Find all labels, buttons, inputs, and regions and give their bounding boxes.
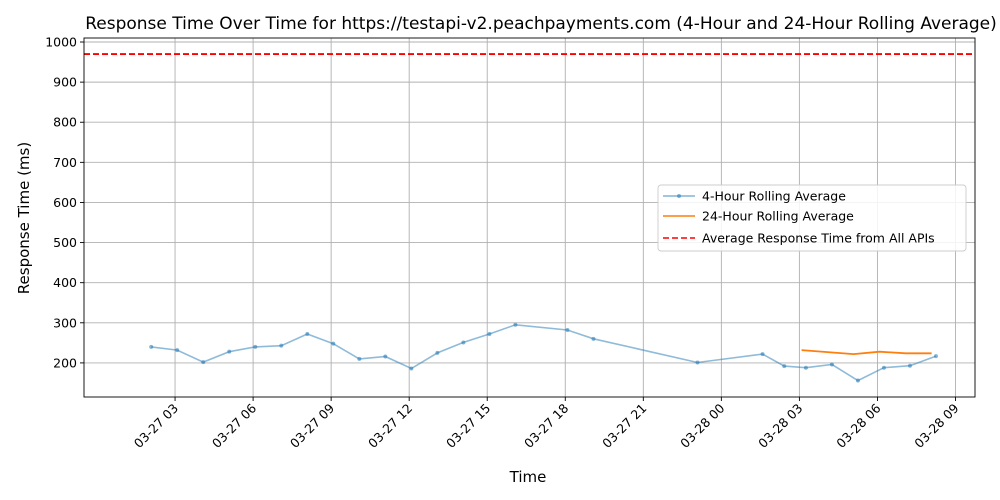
y-tick-label: 200 (53, 355, 77, 370)
y-tick-label: 600 (53, 195, 77, 210)
y-tick-label: 500 (53, 235, 77, 250)
legend: 4-Hour Rolling Average 24-Hour Rolling A… (657, 184, 967, 252)
series-4h-point (907, 363, 912, 368)
legend-label-4h: 4-Hour Rolling Average (702, 189, 846, 204)
y-tick-label: 800 (53, 115, 77, 130)
series-4h-point (175, 348, 180, 353)
series-4h-point (591, 336, 596, 341)
series-4h-point (253, 344, 258, 349)
series-4h-rolling-average-line (151, 323, 937, 382)
legend-box (657, 184, 967, 252)
series-4h-point (201, 360, 206, 365)
series-4h-point (855, 378, 860, 383)
series-4h-point (760, 352, 765, 357)
series-4h-point (227, 349, 232, 354)
series-layer (84, 53, 975, 383)
x-axis-label: Time (509, 468, 547, 486)
y-tick-label: 900 (53, 75, 77, 90)
series-4h-point (695, 360, 700, 365)
series-4h-point (305, 332, 310, 337)
y-tick-label: 700 (53, 155, 77, 170)
y-axis-label: Response Time (ms) (15, 142, 33, 294)
series-4h-point (829, 362, 834, 367)
series-4h-point (565, 328, 570, 333)
plot-area-frame (83, 37, 976, 398)
chart-title: Response Time Over Time for https://test… (85, 14, 997, 34)
y-tick-label: 400 (53, 275, 77, 290)
series-4h-point (149, 344, 154, 349)
legend-marker-4h (677, 194, 681, 198)
y-tick-label: 300 (53, 315, 77, 330)
series-4h-point (435, 350, 440, 355)
series-4h-point (881, 365, 886, 370)
series-4h-point (331, 341, 336, 346)
legend-label-avg: Average Response Time from All APIs (702, 231, 935, 246)
series-4h-point (279, 343, 284, 348)
series-4h-point (933, 354, 938, 359)
series-4h-point (357, 356, 362, 361)
legend-label-24h: 24-Hour Rolling Average (702, 209, 854, 224)
series-4h-point (409, 366, 414, 371)
y-axis-ticks: 200 300 400 500 600 700 800 900 1000 (45, 35, 84, 370)
series-4h-point (487, 332, 492, 337)
y-tick-label: 1000 (45, 35, 77, 50)
series-4h-point (461, 340, 466, 345)
series-4h-point (803, 365, 808, 370)
series-24h-rolling-average-line (801, 349, 932, 356)
series-4h-point (513, 322, 518, 327)
series-4h-point (782, 364, 787, 369)
series-4h-point (383, 354, 388, 359)
